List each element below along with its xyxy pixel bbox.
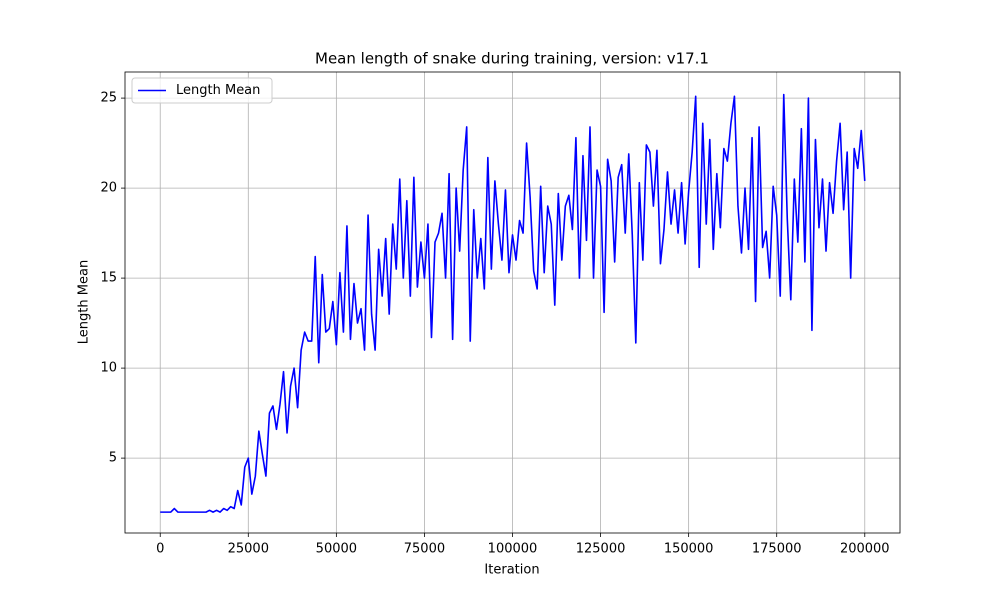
y-tick-label: 25 bbox=[100, 91, 117, 106]
chart-title: Mean length of snake during training, ve… bbox=[315, 50, 709, 68]
y-tick-label: 20 bbox=[100, 181, 117, 196]
x-tick-label: 25000 bbox=[228, 542, 269, 557]
x-tick-label: 125000 bbox=[576, 542, 626, 557]
grid: 0 25000 50000 75000 100000 125000 150000 175000… bbox=[100, 72, 900, 557]
legend-box bbox=[131, 77, 273, 104]
legend: Length Mean bbox=[131, 77, 273, 104]
y-axis-label: Length Mean bbox=[77, 260, 92, 344]
x-tick-label: 75000 bbox=[404, 542, 445, 557]
x-tick-label: 200000 bbox=[840, 542, 890, 557]
x-tick-label: 175000 bbox=[752, 542, 802, 557]
y-tick-label: 5 bbox=[109, 451, 117, 466]
data-line bbox=[160, 93, 866, 513]
y-tick-label: 10 bbox=[100, 361, 117, 376]
x-axis-label: Iteration bbox=[484, 563, 539, 578]
plot-area bbox=[160, 93, 866, 513]
legend-label: Length Mean bbox=[176, 83, 260, 98]
y-tick-label: 15 bbox=[100, 271, 117, 286]
x-tick-label: 50000 bbox=[316, 542, 357, 557]
x-tick-label: 0 bbox=[156, 542, 164, 557]
axes-frame bbox=[124, 71, 901, 534]
x-tick-label: 100000 bbox=[488, 542, 538, 557]
x-tick-label: 150000 bbox=[664, 542, 714, 557]
